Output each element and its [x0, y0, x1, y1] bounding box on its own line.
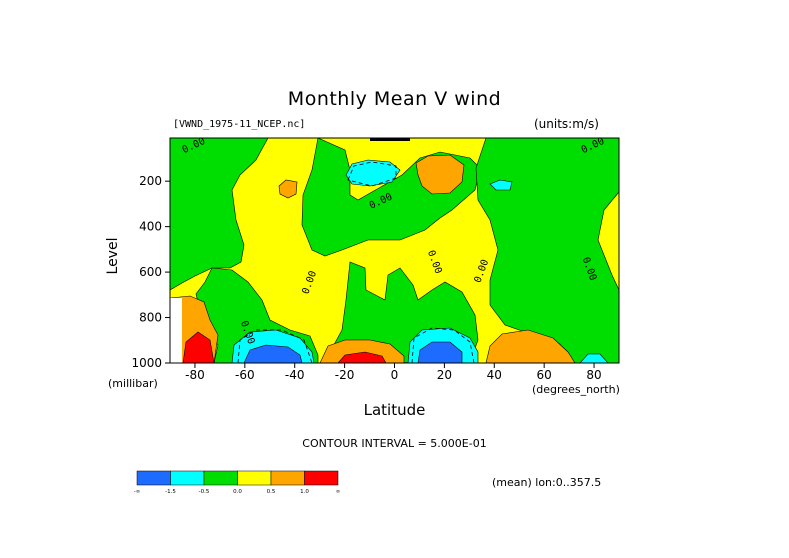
- colorbar-swatch: [270, 470, 305, 486]
- y-tick-label: 600: [139, 265, 162, 279]
- y-axis-unit: (millibar): [108, 377, 158, 390]
- x-tick-label: -40: [285, 368, 305, 382]
- band-strong-pos-tropics: [337, 351, 387, 363]
- colorbar-swatch: [136, 470, 171, 486]
- mean-longitude-note: (mean) lon:0..357.5: [492, 476, 602, 489]
- band-cyan-north-polar-surface: [579, 353, 609, 363]
- band-pos-upper-south: [278, 179, 298, 199]
- colorbar: -∞ -1.5 -0.5 0.0 0.5 1.0 ∞: [134, 470, 341, 495]
- y-tick-label: 800: [139, 311, 162, 325]
- band-cyan-upper: [345, 159, 401, 187]
- dashed-contour-northern: [411, 327, 475, 363]
- x-tick-label: -60: [235, 368, 255, 382]
- x-axis-unit: (degrees_north): [532, 383, 620, 396]
- y-tick-label: 200: [139, 174, 162, 188]
- colorbar-label: ∞: [336, 489, 341, 495]
- colorbar-swatch: [304, 470, 339, 486]
- y-tick-label: 1000: [131, 356, 162, 370]
- x-tick-label: 40: [487, 368, 502, 382]
- units-label: (units:m/s): [534, 117, 599, 131]
- contour-fill-layer: [170, 138, 619, 363]
- x-tick-label: 0: [391, 368, 399, 382]
- y-tick-label: 400: [139, 220, 162, 234]
- band-strong-neg-southern: [243, 344, 303, 363]
- band-strong-neg-northern: [417, 341, 463, 363]
- colorbar-label: 1.0: [300, 489, 309, 495]
- colorbar-label: -1.5: [165, 489, 176, 495]
- band-strong-pos-polar: [182, 331, 215, 363]
- missing-data-patch: [170, 298, 182, 363]
- x-tick-label: -80: [185, 368, 205, 382]
- x-tick-label: -20: [335, 368, 355, 382]
- band-cyan-northern-upper: [489, 179, 513, 191]
- colorbar-label: -∞: [134, 489, 141, 495]
- chart-title: Monthly Mean V wind: [287, 88, 502, 110]
- colorbar-label: 0.5: [267, 489, 276, 495]
- x-axis-label: Latitude: [363, 401, 426, 419]
- band-pos-northern-surface: [485, 329, 576, 363]
- top-contour-strip: [370, 138, 410, 141]
- contour-interval-note: CONTOUR INTERVAL = 5.000E-01: [302, 437, 487, 450]
- x-tick-label: 80: [586, 368, 601, 382]
- dashed-contour-upper: [347, 161, 397, 187]
- x-tick-label: 60: [537, 368, 552, 382]
- band-neg-region-southern: [170, 138, 269, 291]
- dataset-label: [VWND_1975-11_NCEP.nc]: [173, 119, 306, 130]
- colorbar-swatch: [170, 470, 205, 486]
- band-pos-upper-max: [415, 154, 465, 195]
- colorbar-label: 0.0: [233, 489, 242, 495]
- colorbar-swatch: [237, 470, 272, 486]
- colorbar-label: -0.5: [199, 489, 210, 495]
- colorbar-swatch: [203, 470, 238, 486]
- x-tick-label: 20: [437, 368, 452, 382]
- axes-layer: -80 -60 -40 -20 0 20 40 60 80 200 400 600 800 1000: [131, 174, 601, 382]
